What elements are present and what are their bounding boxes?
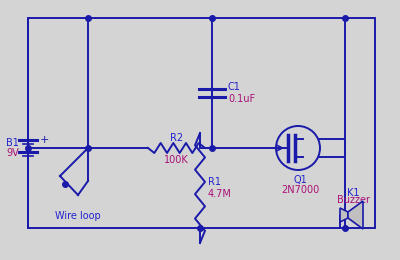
Text: 100K: 100K (164, 155, 189, 165)
Text: 2N7000: 2N7000 (281, 185, 319, 195)
Text: 4.7M: 4.7M (208, 189, 232, 199)
Polygon shape (348, 201, 363, 229)
Text: K1: K1 (347, 188, 359, 198)
Text: +: + (40, 135, 49, 145)
Text: 9V: 9V (6, 148, 19, 158)
Circle shape (276, 126, 320, 170)
Text: Q1: Q1 (293, 175, 307, 185)
Text: C1: C1 (228, 82, 241, 92)
Text: 0.1uF: 0.1uF (228, 94, 255, 104)
Text: Buzzer: Buzzer (336, 195, 370, 205)
Text: R2: R2 (170, 133, 183, 143)
Polygon shape (340, 208, 348, 222)
Text: B1: B1 (6, 138, 19, 148)
Text: R1: R1 (208, 177, 221, 187)
Text: Wire loop: Wire loop (55, 211, 101, 221)
